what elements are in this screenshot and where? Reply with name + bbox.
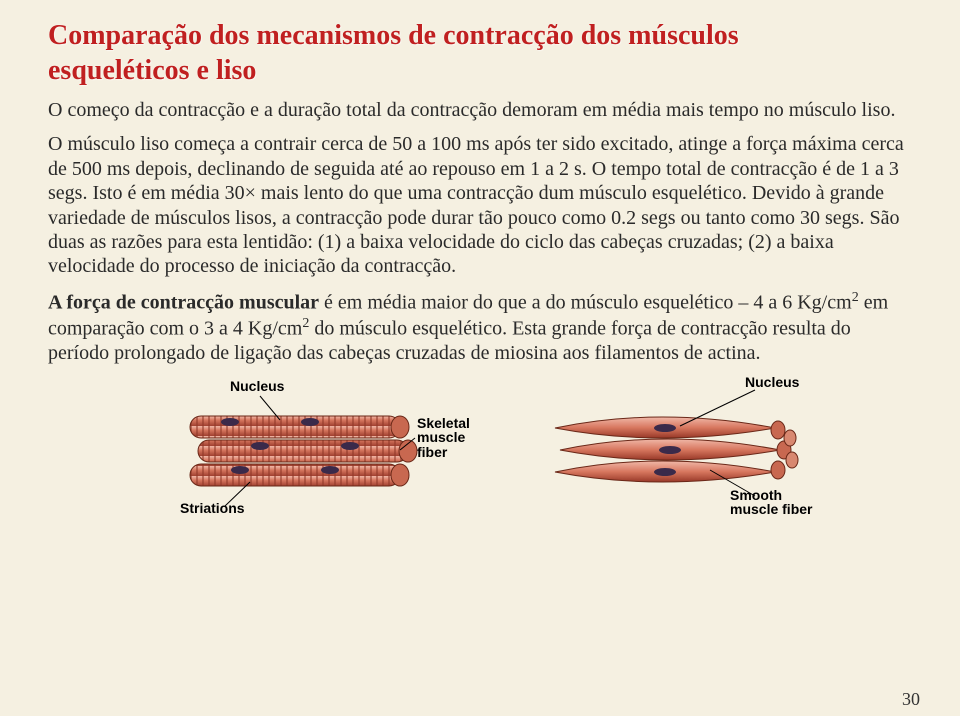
label-nucleus-1: Nucleus — [230, 378, 284, 394]
label-skeletal-fiber: Skeletalmusclefiber — [417, 416, 470, 460]
para2-a: é em média maior do que a do músculo esq… — [319, 291, 852, 313]
label-striations: Striations — [180, 500, 245, 516]
label-skeletal-fiber-text: Skeletalmusclefiber — [417, 415, 470, 460]
smooth-muscle-figure: Nucleus Smoothmuscle fiber — [530, 378, 830, 518]
page-number: 30 — [902, 689, 920, 710]
label-nucleus-2: Nucleus — [745, 374, 799, 390]
label-smooth-fiber: Smoothmuscle fiber — [730, 488, 812, 517]
para2-bold: A força de contracção muscular — [48, 291, 319, 313]
title-line-1: Comparação dos mecanismos de contracção … — [48, 20, 739, 51]
para1-intro: O começo da contracção e a duração total… — [48, 99, 895, 121]
paragraph-1: O começo da contracção e a duração total… — [48, 98, 912, 122]
paragraph-1b: O músculo liso começa a contrair cerca d… — [48, 132, 912, 278]
page-title: Comparação dos mecanismos de contracção … — [48, 18, 912, 88]
skeletal-muscle-figure: Nucleus Skeletalmusclefiber Striations — [130, 378, 450, 518]
title-line-2: esqueléticos e liso — [48, 55, 256, 86]
para1-body: O músculo liso começa a contrair cerca d… — [48, 133, 904, 277]
label-smooth-fiber-text: Smoothmuscle fiber — [730, 487, 812, 518]
para2-sup1: 2 — [852, 290, 859, 305]
figure-row: Nucleus Skeletalmusclefiber Striations — [48, 375, 912, 520]
skeletal-muscle-svg — [130, 378, 450, 518]
paragraph-2: A força de contracção muscular é em médi… — [48, 289, 912, 365]
